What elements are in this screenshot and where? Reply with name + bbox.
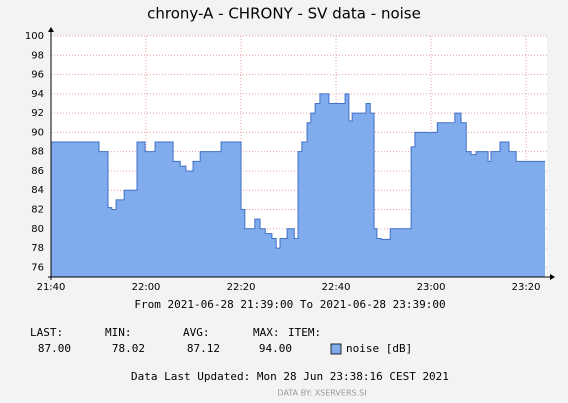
y-tick-label: 96 (31, 70, 44, 81)
y-tick-label: 84 (31, 185, 44, 196)
legend-swatch (330, 343, 342, 355)
stats-value: 87.12 (187, 342, 220, 355)
x-tick-label: 22:20 (227, 282, 256, 293)
stats-header: MIN: (105, 326, 132, 339)
x-tick-label: 23:00 (417, 282, 446, 293)
y-tick-label: 90 (31, 127, 44, 138)
chart-title: chrony-A - CHRONY - SV data - noise (147, 5, 421, 23)
legend-label: noise [dB] (346, 342, 412, 355)
axis-arrow (550, 274, 555, 280)
x-tick-label: 22:40 (322, 282, 351, 293)
subtitle: From 2021-06-28 21:39:00 To 2021-06-28 2… (134, 298, 445, 311)
stats-header: AVG: (183, 326, 210, 339)
y-tick-label: 94 (31, 89, 44, 100)
y-tick-label: 78 (31, 243, 44, 254)
y-tick-label: 88 (31, 147, 44, 158)
footer: Data Last Updated: Mon 28 Jun 23:38:16 C… (131, 370, 449, 383)
stats-value: 87.00 (38, 342, 71, 355)
axis-arrow (48, 27, 54, 32)
stats-value: 94.00 (259, 342, 292, 355)
y-tick-label: 92 (31, 108, 44, 119)
y-tick-label: 82 (31, 205, 44, 216)
line (51, 93, 546, 249)
stats-value: 78.02 (112, 342, 145, 355)
x-tick-label: 22:00 (132, 282, 161, 293)
x-tick-label: 23:20 (512, 282, 541, 293)
y-tick-label: 86 (31, 166, 44, 177)
x-tick-label: 21:40 (37, 282, 66, 293)
y-tick-label: 80 (31, 224, 44, 235)
credit: DATA BY: XSERVERS.SI (277, 389, 366, 398)
y-tick-label: 76 (31, 262, 44, 273)
y-tick-label: 98 (31, 50, 44, 61)
stats-header: MAX: (253, 326, 280, 339)
y-tick-label: 100 (25, 31, 44, 42)
stats-header: LAST: (30, 326, 63, 339)
stats-header: ITEM: (288, 326, 321, 339)
